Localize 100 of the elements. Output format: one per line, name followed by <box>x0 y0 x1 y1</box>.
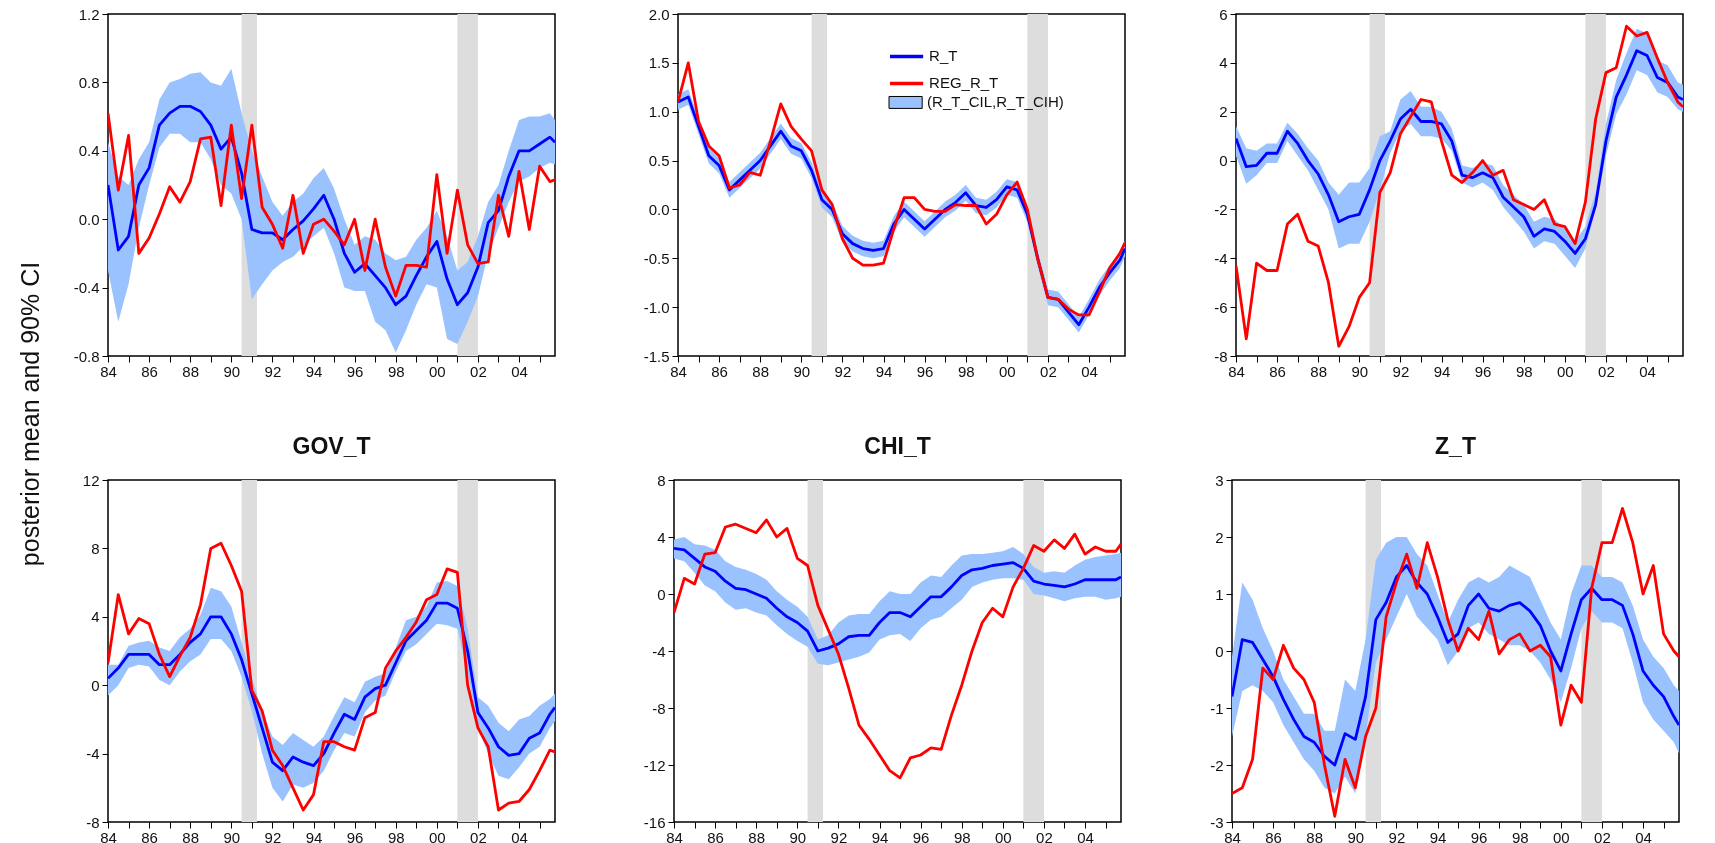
y-tick-label: 0 <box>1219 152 1228 170</box>
y-tick-label: 2 <box>1219 103 1228 121</box>
x-tick-label: 88 <box>752 362 770 380</box>
x-tick-label: 98 <box>1515 362 1533 380</box>
x-tick-label: 92 <box>830 828 848 843</box>
x-tick-label: 94 <box>1429 828 1447 843</box>
x-tick-label: 88 <box>182 828 200 843</box>
y-tick-label: -6 <box>1214 298 1228 316</box>
y-tick-label: 4 <box>657 528 666 546</box>
x-tick-label: 96 <box>916 362 934 380</box>
x-tick-label: 92 <box>1392 362 1410 380</box>
y-tick-label: 8 <box>91 539 100 557</box>
y-tick-label: 1.0 <box>648 103 670 121</box>
line-series <box>674 518 1121 780</box>
y-tick-label: -4 <box>652 642 666 660</box>
y-tick-label: 0.0 <box>648 200 670 218</box>
y-tick-label: 8 <box>657 471 666 489</box>
x-tick-label: 86 <box>1265 828 1282 843</box>
x-tick-label: 88 <box>748 828 766 843</box>
x-tick-label: 90 <box>223 828 241 843</box>
y-tick-label: -1.5 <box>643 347 670 365</box>
x-tick-label: 84 <box>100 362 117 380</box>
x-tick-label: 00 <box>1556 362 1574 380</box>
line-series <box>1236 24 1683 348</box>
legend-label: R_T <box>929 47 958 65</box>
x-tick-label: 92 <box>264 828 282 843</box>
y-tick-label: -8 <box>1214 347 1228 365</box>
x-tick-label: 94 <box>875 362 893 380</box>
y-tick-label: -0.8 <box>73 347 100 365</box>
line-series <box>108 601 555 773</box>
x-tick-label: 04 <box>1639 362 1656 380</box>
y-tick-label: -0.5 <box>643 249 670 267</box>
x-tick-label: 98 <box>957 362 975 380</box>
x-tick-label: 00 <box>998 362 1016 380</box>
x-tick-label: 90 <box>1347 828 1365 843</box>
y-tick-label: -12 <box>643 756 666 774</box>
y-tick-label: 0 <box>1215 642 1224 660</box>
x-tick-label: 88 <box>1306 828 1324 843</box>
y-tick-label: -4 <box>1214 249 1228 267</box>
y-tick-label: 0 <box>657 585 666 603</box>
y-tick-label: 1.5 <box>648 54 670 72</box>
x-tick-label: 84 <box>666 828 683 843</box>
x-tick-label: 90 <box>223 362 241 380</box>
x-tick-label: 98 <box>387 362 405 380</box>
x-tick-label: 04 <box>511 828 528 843</box>
y-tick-label: 1.2 <box>78 5 100 23</box>
y-tick-label: 12 <box>82 471 100 489</box>
x-tick-label: 86 <box>1269 362 1286 380</box>
y-tick-label: -2 <box>1214 200 1228 218</box>
x-tick-label: 86 <box>711 362 728 380</box>
x-tick-label: 04 <box>511 362 528 380</box>
line-series <box>1232 507 1679 818</box>
y-tick-label: -1.0 <box>643 298 670 316</box>
x-tick-label: 02 <box>1036 828 1053 843</box>
x-tick-label: 90 <box>793 362 811 380</box>
y-tick-label: 4 <box>91 608 100 626</box>
y-tick-label: -16 <box>643 813 666 831</box>
x-tick-label: 96 <box>1470 828 1488 843</box>
x-tick-label: 98 <box>1511 828 1529 843</box>
x-tick-label: 86 <box>707 828 724 843</box>
chart-title: Z_T <box>1435 433 1476 459</box>
y-tick-label: 6 <box>1219 5 1228 23</box>
y-tick-label: 0 <box>91 676 100 694</box>
y-tick-label: 2 <box>1215 528 1224 546</box>
x-tick-label: 86 <box>141 828 158 843</box>
x-tick-label: 86 <box>141 362 158 380</box>
x-tick-label: 96 <box>346 362 364 380</box>
line-series <box>108 541 555 812</box>
x-tick-label: 96 <box>912 828 930 843</box>
x-tick-label: 04 <box>1077 828 1094 843</box>
line-series <box>1232 564 1679 767</box>
x-tick-label: 94 <box>305 362 323 380</box>
x-tick-label: 84 <box>1224 828 1241 843</box>
y-tick-label: 4 <box>1219 54 1228 72</box>
y-tick-label: -8 <box>86 813 100 831</box>
x-tick-label: 92 <box>834 362 852 380</box>
x-tick-label: 92 <box>1388 828 1406 843</box>
x-tick-label: 92 <box>264 362 282 380</box>
x-tick-label: 84 <box>100 828 117 843</box>
chart-title: CHI_T <box>864 433 931 459</box>
y-tick-label: 2.0 <box>648 5 670 23</box>
annotation: (R_T_CIL,R_T_CIH) <box>927 93 1064 111</box>
x-tick-label: 88 <box>1310 362 1328 380</box>
x-tick-label: 02 <box>1040 362 1057 380</box>
y-tick-label: -4 <box>86 745 100 763</box>
x-tick-label: 02 <box>1594 828 1611 843</box>
x-tick-label: 00 <box>428 828 446 843</box>
x-tick-label: 94 <box>305 828 323 843</box>
x-tick-label: 94 <box>1433 362 1451 380</box>
y-tick-label: 3 <box>1215 471 1224 489</box>
x-tick-label: 98 <box>387 828 405 843</box>
x-tick-label: 90 <box>1351 362 1369 380</box>
x-tick-label: 94 <box>871 828 889 843</box>
y-tick-label: 0.5 <box>648 152 670 170</box>
x-tick-label: 04 <box>1081 362 1098 380</box>
x-tick-label: 96 <box>1474 362 1492 380</box>
x-tick-label: 90 <box>789 828 807 843</box>
y-tick-label: 1 <box>1215 585 1224 603</box>
y-tick-label: 0.4 <box>78 142 100 160</box>
y-tick-label: -8 <box>652 699 666 717</box>
